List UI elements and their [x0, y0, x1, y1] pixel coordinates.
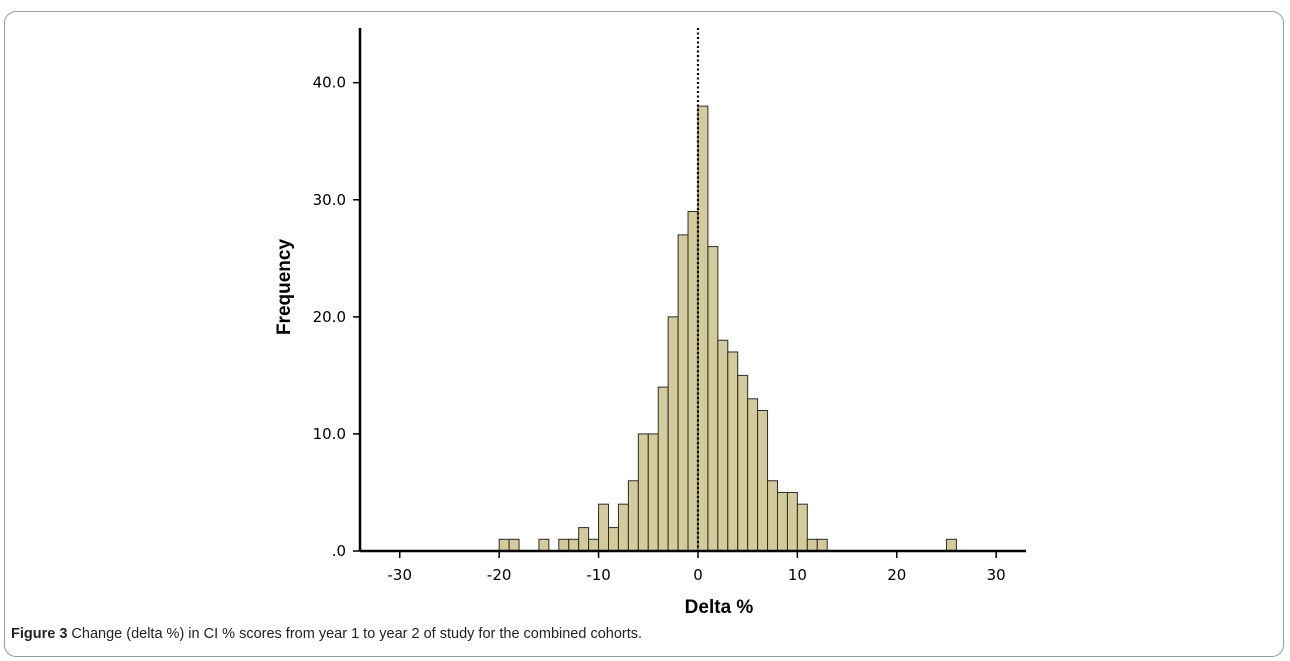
- y-tick-label: 10.0: [313, 425, 346, 443]
- histogram-bar: [945, 538, 957, 552]
- bars-group: [498, 105, 957, 552]
- histogram-bar: [727, 351, 739, 552]
- histogram-bar: [757, 410, 769, 552]
- x-tick-label: -10: [586, 566, 611, 584]
- histogram-bar: [608, 527, 619, 552]
- x-tick-label: 20: [887, 566, 906, 584]
- histogram-bar: [687, 210, 699, 552]
- y-tick-label: 40.0: [313, 74, 346, 92]
- x-tick-label: 30: [987, 566, 1006, 584]
- x-tick-label: -20: [487, 566, 512, 584]
- histogram-bar: [508, 538, 520, 552]
- histogram-bar: [627, 480, 639, 552]
- histogram-bar: [538, 538, 550, 552]
- histogram-bar: [677, 234, 689, 552]
- histogram-bar: [588, 538, 600, 552]
- histogram-bar: [667, 316, 679, 552]
- y-tick-label: .0: [332, 542, 346, 560]
- figure-caption-text: Change (delta %) in CI % scores from yea…: [67, 626, 643, 642]
- histogram-bar: [806, 538, 818, 552]
- histogram-bar: [647, 433, 659, 552]
- histogram-bar: [637, 433, 649, 552]
- histogram-bar: [747, 398, 759, 552]
- histogram-bar: [816, 538, 828, 552]
- y-axis-title: Frequency: [274, 239, 295, 336]
- histogram-bar: [578, 527, 590, 552]
- histogram-bar: [558, 538, 570, 552]
- y-tick-label: 20.0: [313, 308, 346, 326]
- histogram-bar: [568, 538, 580, 552]
- x-tick-label: 10: [788, 566, 807, 584]
- y-tick-label: 30.0: [313, 191, 346, 209]
- x-axis-title: Delta %: [685, 597, 754, 618]
- histogram-bar: [617, 503, 629, 552]
- histogram-bar: [796, 503, 808, 552]
- histogram-bar: [657, 386, 669, 552]
- histogram-bar: [697, 105, 709, 552]
- figure-label: Figure 3: [11, 626, 68, 642]
- x-tick-label: 0: [693, 566, 703, 584]
- histogram-bar: [707, 246, 719, 552]
- y-ticks-group: .0 10.0 20.0 30.0 40.0: [313, 74, 360, 560]
- x-tick-label: -30: [388, 566, 413, 584]
- histogram-bar: [598, 503, 610, 552]
- figure-caption: Figure 3 Change (delta %) in CI % scores…: [11, 626, 1271, 642]
- histogram-bar: [498, 538, 510, 552]
- histogram-bar: [717, 339, 729, 552]
- histogram-bar: [767, 480, 778, 552]
- histogram-bar: [737, 374, 749, 552]
- histogram-bar: [786, 491, 798, 552]
- x-ticks-group: -30 -20 -10 0 10 20 30: [388, 551, 1006, 584]
- histogram-bar: [776, 491, 788, 552]
